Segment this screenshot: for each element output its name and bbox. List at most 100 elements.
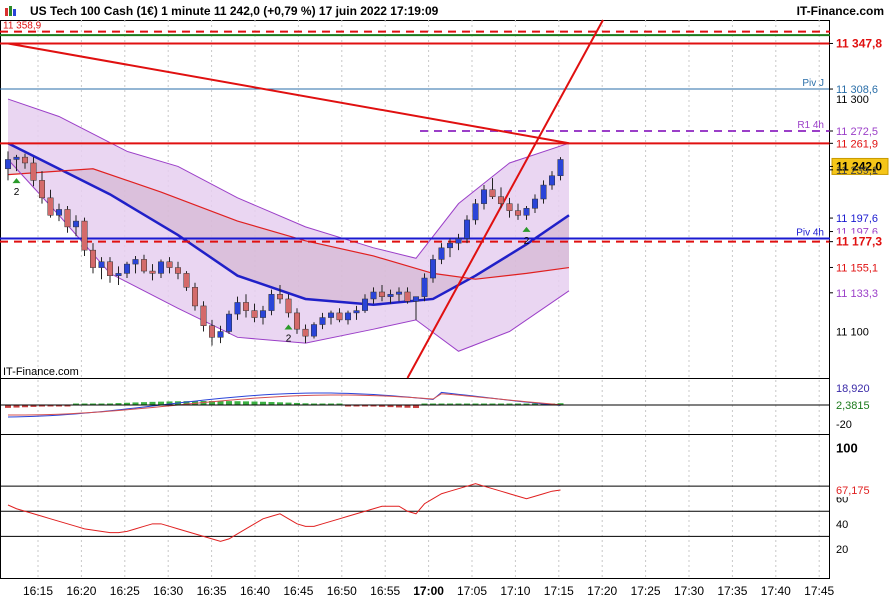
candle-body [243,302,249,311]
candle-body [13,156,20,160]
candle-body [447,242,453,249]
histogram-bar [22,405,28,408]
macd-value-label: 18,920 [836,383,870,395]
histogram-bar [447,403,453,405]
candle-body [421,277,428,297]
candle-body [175,267,181,274]
signal-label: 2 [286,334,292,345]
app-logo-icon [3,4,17,18]
histogram-bar [345,405,351,407]
histogram-bar [149,401,156,405]
candle-body [124,263,130,274]
x-tick-label: 16:50 [327,584,357,598]
price-label: 11 308,6 [836,84,878,96]
candle-body [464,219,470,239]
candle-body [413,296,419,302]
candle-body [396,291,402,295]
candle-body [549,175,555,186]
price-label: 11 347,8 [836,36,882,50]
signal-label: 2 [524,236,530,247]
candle-body [209,325,215,338]
candle-body [532,198,538,209]
histogram-bar [532,403,538,405]
signal-line [7,393,561,416]
candle-body [56,209,62,216]
level-tag: 11 358,9 [3,21,42,32]
histogram-bar [13,405,20,408]
candle-body [30,162,37,181]
histogram-bar [158,401,164,405]
level-tag: Piv 4h [796,228,824,239]
candle-body [362,298,368,311]
histogram-bar [217,401,224,405]
histogram-bar [302,403,309,405]
candle-body [404,291,411,302]
brand-link[interactable]: IT-Finance.com [796,4,884,18]
rsi-line [7,483,561,542]
moving-average-line [7,168,570,280]
signal-arrow-icon [284,324,293,330]
x-tick-label: 17:05 [457,584,487,598]
histogram-bar [141,402,147,405]
x-tick-label: 16:30 [153,584,183,598]
histogram-bar [353,405,360,407]
candle-body [506,203,513,211]
candle-body [268,294,275,311]
candle-body [302,328,309,337]
bollinger-band-fill [8,99,569,352]
trendline [7,42,570,145]
candle-body [260,310,266,318]
histogram-bar [404,405,411,408]
rsi-tick-label: 40 [836,519,848,531]
histogram-bar [251,401,258,405]
x-tick-label: 17:20 [587,584,617,598]
histogram-bar [523,403,530,405]
x-tick-label: 16:15 [23,584,53,598]
candle-body [277,294,283,300]
candle-body [379,291,385,297]
y-tick-label: 11 300 [836,94,869,106]
histogram-bar [328,403,334,405]
histogram-bar [277,402,283,405]
candle-body [540,184,547,200]
candle-body [141,259,147,272]
x-tick-label: 16:40 [240,584,270,598]
candle-body [115,273,122,276]
macd-value-label: -20 [836,419,852,431]
histogram-bar [481,403,487,405]
price-label: 11 133,3 [836,288,878,300]
candle-body [311,324,317,337]
histogram-bar [56,405,62,407]
histogram-bar [226,401,232,405]
price-label: 11 239,1 [836,165,878,177]
level-tag: Piv J [802,78,824,89]
candle-body [294,312,300,330]
candle-body [455,238,462,244]
candle-body [234,302,241,315]
candle-body [438,247,445,260]
histogram-bar [455,403,462,405]
histogram-bar [234,401,241,405]
histogram-bar [64,405,71,407]
x-tick-label: 16:45 [283,584,313,598]
candle-body [22,156,28,164]
candle-body [73,220,79,228]
candle-body [498,196,504,204]
candle-body [90,249,96,268]
price-label: 11 177,3 [836,235,882,249]
x-tick-label: 17:45 [804,584,834,598]
candle-body [192,287,198,307]
chart-title: US Tech 100 Cash (1€) 1 minute 11 242,0 … [30,4,439,18]
price-label: 11 242,0 [836,159,882,173]
histogram-bar [30,405,37,407]
candle-body [217,331,224,338]
histogram-bar [336,403,343,405]
candle-body [319,317,326,325]
watermark: IT-Finance.com [3,366,79,378]
candle-body [353,310,360,314]
rsi-value-box [832,481,882,497]
price-label: 11 261,9 [836,138,878,150]
histogram-bar [47,405,54,407]
candle-body [149,270,156,274]
price-label: 11 197,6 [836,213,878,225]
